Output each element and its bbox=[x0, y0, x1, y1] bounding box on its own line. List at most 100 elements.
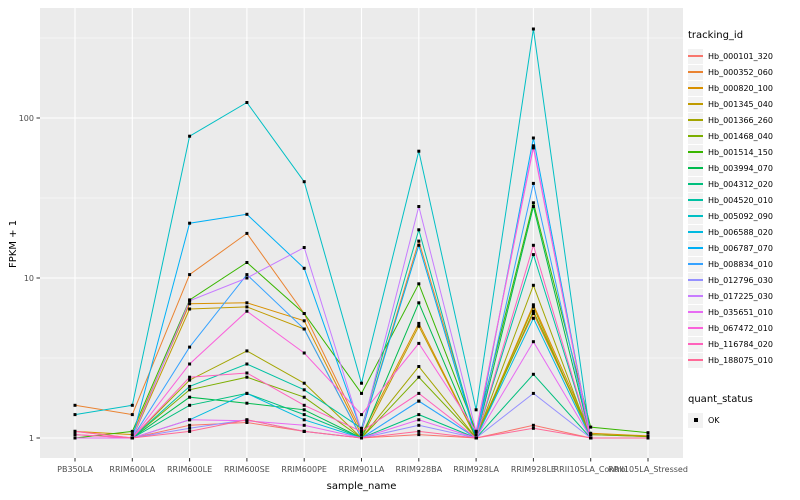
data-point bbox=[531, 426, 535, 430]
legend-item: Hb_008834_010 bbox=[688, 256, 798, 272]
legend-key-swatch bbox=[688, 304, 703, 320]
data-point bbox=[417, 399, 421, 403]
data-point bbox=[474, 429, 478, 433]
legend-key-swatch bbox=[688, 224, 703, 240]
data-point bbox=[188, 273, 192, 277]
legend-key-swatch bbox=[688, 208, 703, 224]
legend-label: Hb_006588_020 bbox=[708, 227, 773, 237]
legend-key-line bbox=[688, 327, 703, 329]
legend-item: Hb_188075_010 bbox=[688, 352, 798, 368]
legend-key-line bbox=[688, 215, 703, 217]
data-point bbox=[302, 395, 306, 399]
legend-key-line bbox=[688, 231, 703, 233]
data-point bbox=[646, 431, 650, 435]
data-point bbox=[302, 418, 306, 422]
legend-label: Hb_005092_090 bbox=[708, 211, 773, 221]
data-point bbox=[474, 408, 478, 412]
legend-item: Hb_067472_010 bbox=[688, 320, 798, 336]
data-point bbox=[73, 403, 77, 407]
data-point bbox=[188, 307, 192, 311]
legend-key-line bbox=[688, 87, 703, 89]
data-point bbox=[531, 305, 535, 309]
data-point bbox=[302, 319, 306, 323]
legend-key-line bbox=[688, 119, 703, 121]
data-point bbox=[188, 388, 192, 392]
data-point bbox=[417, 149, 421, 153]
data-point bbox=[531, 136, 535, 140]
legend-label: Hb_017225_030 bbox=[708, 291, 773, 301]
data-point bbox=[531, 146, 535, 150]
x-axis-title: sample_name bbox=[326, 481, 397, 492]
data-point bbox=[531, 27, 535, 31]
data-point bbox=[417, 228, 421, 232]
data-point bbox=[531, 423, 535, 427]
legend-gap bbox=[688, 368, 798, 394]
data-point bbox=[531, 181, 535, 185]
legend-label: Hb_000820_100 bbox=[708, 83, 773, 93]
data-point bbox=[245, 301, 249, 305]
legend-key-line bbox=[688, 247, 703, 249]
legend-label: Hb_000101_320 bbox=[708, 51, 773, 61]
data-point bbox=[360, 429, 363, 433]
x-tick-label: RRIM901LA bbox=[339, 465, 385, 474]
legend-label: Hb_006787_070 bbox=[708, 243, 773, 253]
data-point bbox=[360, 391, 363, 395]
data-point bbox=[589, 436, 593, 440]
data-point bbox=[417, 205, 421, 208]
y-tick-label: 1 bbox=[29, 434, 34, 443]
legend-item: Hb_001345_040 bbox=[688, 96, 798, 112]
data-point bbox=[302, 388, 306, 392]
quant-status-legend-items: OK bbox=[688, 412, 798, 428]
data-point bbox=[302, 408, 306, 412]
data-point bbox=[474, 433, 478, 437]
legend-item: Hb_006588_020 bbox=[688, 224, 798, 240]
legend-label: Hb_035651_010 bbox=[708, 307, 773, 317]
legend-item: Hb_000352_060 bbox=[688, 64, 798, 80]
data-point bbox=[130, 436, 134, 440]
legend-label: Hb_004312_020 bbox=[708, 179, 773, 189]
legend-label: Hb_008834_010 bbox=[708, 259, 773, 269]
legend-item: Hb_116784_020 bbox=[688, 336, 798, 352]
legend-key-line bbox=[688, 167, 703, 169]
data-point bbox=[245, 101, 249, 104]
legend-item: Hb_004312_020 bbox=[688, 176, 798, 192]
data-point bbox=[302, 266, 306, 270]
legend-item: Hb_006787_070 bbox=[688, 240, 798, 256]
legend-key-swatch bbox=[688, 240, 703, 256]
data-point bbox=[531, 309, 535, 313]
data-point bbox=[474, 436, 478, 440]
legend-title-tracking-id: tracking_id bbox=[688, 30, 744, 41]
x-tick-label: RRIM600SE bbox=[224, 465, 270, 474]
data-point bbox=[302, 246, 306, 249]
data-point bbox=[417, 282, 421, 286]
data-point bbox=[531, 243, 535, 247]
data-point bbox=[302, 423, 306, 427]
data-point bbox=[417, 301, 421, 305]
data-point bbox=[245, 371, 249, 375]
data-point bbox=[531, 283, 535, 287]
data-point bbox=[646, 436, 650, 440]
legend-label: Hb_001468_040 bbox=[708, 131, 773, 141]
tracking-id-legend-items: Hb_000101_320 Hb_000352_060 Hb_000820_100 H… bbox=[688, 48, 798, 368]
legend-item: Hb_003994_070 bbox=[688, 160, 798, 176]
data-point bbox=[417, 375, 421, 379]
legend-item: Hb_005092_090 bbox=[688, 208, 798, 224]
data-point bbox=[188, 403, 192, 407]
legend-key-swatch bbox=[688, 288, 703, 304]
legend-label: Hb_001514_150 bbox=[708, 147, 773, 157]
x-tick-label: RRII105LA_Stressed bbox=[608, 465, 688, 474]
data-point bbox=[417, 433, 421, 437]
data-point bbox=[302, 351, 306, 355]
data-point bbox=[188, 302, 192, 306]
data-point bbox=[417, 418, 421, 422]
data-point bbox=[589, 433, 593, 437]
legend-item: Hb_000101_320 bbox=[688, 48, 798, 64]
legend-label: Hb_188075_010 bbox=[708, 355, 773, 365]
data-point bbox=[417, 429, 421, 433]
legend-label: Hb_003994_070 bbox=[708, 163, 773, 173]
data-point bbox=[302, 327, 306, 331]
x-tick-label: RRII105LA_Control bbox=[554, 465, 628, 474]
legend-label: Hb_012796_030 bbox=[708, 275, 773, 285]
data-point bbox=[188, 221, 192, 225]
